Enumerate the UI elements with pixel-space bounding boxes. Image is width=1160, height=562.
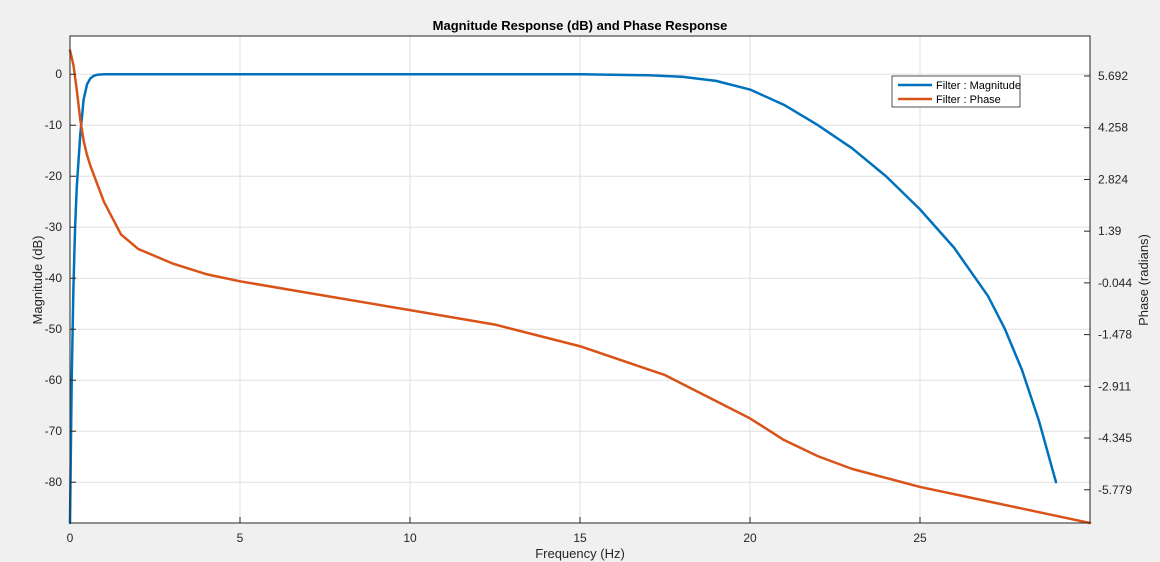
x-tick-label: 5 [237, 531, 244, 545]
y-right-tick-label: 5.692 [1098, 69, 1128, 83]
series-line-phase [68, 49, 1092, 525]
y-right-tick-label: -1.478 [1098, 328, 1132, 342]
y-left-tick-label: -10 [45, 118, 63, 132]
y-left-tick-label: -30 [45, 220, 63, 234]
y-right-tick-label: 1.39 [1098, 224, 1122, 238]
tick-marks [69, 73, 1090, 523]
x-tick-label: 10 [403, 531, 417, 545]
x-tick-label: 20 [743, 531, 757, 545]
y-axis-left-label: Magnitude (dB) [30, 236, 45, 325]
y-right-tick-label: -0.044 [1098, 276, 1132, 290]
y-right-tick-label: -5.779 [1098, 483, 1132, 497]
y-axis-right-label: Phase (radians) [1136, 234, 1151, 326]
series-layer [68, 49, 1092, 525]
y-left-tick-label: 0 [55, 67, 62, 81]
y-left-tick-label: -20 [45, 169, 63, 183]
chart-title: Magnitude Response (dB) and Phase Respon… [433, 18, 728, 33]
y-right-tick-label: -4.345 [1098, 431, 1132, 445]
x-tick-label: 25 [913, 531, 927, 545]
x-axis-label: Frequency (Hz) [535, 546, 625, 561]
x-tick-label: 15 [573, 531, 587, 545]
y-right-tick-label: -2.911 [1098, 379, 1131, 393]
tick-labels: 0 5 10 15 20 25 0 -10 -20 -30 -40 -50 -60 -70 -80 5.692… [45, 67, 1133, 545]
y-right-tick-label: 2.824 [1098, 172, 1128, 186]
y-left-tick-label: -40 [45, 271, 63, 285]
legend-label-phase: Filter : Phase [936, 94, 1001, 106]
series-line-magnitude [68, 73, 1058, 525]
y-left-tick-label: -70 [45, 424, 63, 438]
legend: Filter : Magnitude Filter : Phase [891, 75, 1021, 108]
legend-label-magnitude: Filter : Magnitude [936, 80, 1021, 92]
y-left-tick-label: -50 [45, 322, 63, 336]
legend-box [891, 75, 1021, 108]
y-left-tick-label: -80 [45, 475, 63, 489]
y-right-tick-label: 4.258 [1098, 121, 1128, 135]
x-tick-label: 0 [67, 531, 74, 545]
y-left-tick-label: -60 [45, 373, 63, 387]
